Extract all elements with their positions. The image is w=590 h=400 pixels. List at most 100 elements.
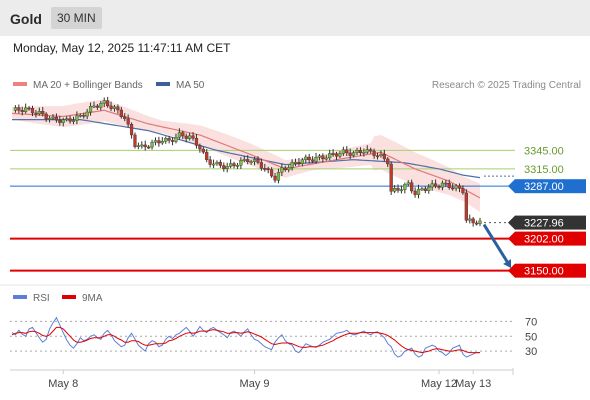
candle-body	[437, 186, 441, 188]
candle-body	[71, 120, 76, 122]
candle-body	[44, 113, 48, 120]
candle-body	[164, 138, 168, 142]
candle-body	[386, 158, 390, 165]
bollinger-band	[12, 99, 480, 212]
candle-body	[239, 160, 243, 166]
candle-body	[297, 162, 301, 164]
candle-body	[304, 156, 308, 160]
candle-body	[379, 153, 383, 156]
candle-body	[321, 155, 325, 160]
candle-body	[256, 159, 260, 163]
candle-body	[276, 172, 281, 181]
candle-body	[430, 183, 434, 188]
candle-body	[17, 107, 21, 111]
candle-body	[235, 165, 240, 167]
candle-body	[410, 182, 414, 192]
candle-body	[249, 161, 253, 164]
candle-body	[427, 186, 431, 191]
candle-body	[215, 161, 219, 165]
candle-body	[85, 111, 89, 117]
candle-body	[88, 106, 93, 113]
rsi-level-label: 50	[525, 331, 537, 343]
candle-body	[324, 157, 328, 160]
x-axis-tick-label: May 9	[240, 378, 270, 390]
candle-body	[331, 153, 335, 155]
candle-body	[471, 218, 475, 224]
candle-body	[92, 105, 96, 108]
candle-body	[242, 159, 246, 161]
candle-body	[150, 142, 154, 148]
candle-body	[345, 149, 349, 154]
credit-text: Research © 2025 Trading Central	[431, 80, 581, 91]
rsi-ma-label: 9MA	[82, 293, 103, 304]
candle-body	[461, 188, 465, 194]
candle-body	[252, 159, 257, 162]
candle-body	[307, 156, 311, 161]
rsi-ma-swatch	[62, 295, 76, 300]
candle-body	[82, 114, 86, 117]
candle-body	[355, 150, 359, 153]
candle-body	[68, 118, 72, 122]
price-level-tag	[515, 231, 586, 246]
candle-body	[433, 183, 438, 187]
candle-body	[78, 114, 82, 117]
candle-body	[416, 188, 421, 195]
candle-body	[389, 163, 393, 192]
candle-body	[116, 106, 120, 111]
candle-body	[75, 115, 79, 121]
candle-body	[188, 135, 192, 139]
candle-body	[317, 155, 322, 158]
interval-button[interactable]: 30 MIN	[51, 7, 102, 29]
candle-body	[478, 220, 482, 224]
candle-body	[451, 187, 455, 190]
candle-body	[468, 218, 472, 221]
rsi-swatch	[13, 295, 27, 300]
candle-body	[287, 167, 291, 171]
candle-body	[47, 118, 52, 120]
candle-body	[444, 182, 448, 185]
price-level-label: 3345.00	[524, 145, 564, 157]
candle-body	[328, 153, 332, 159]
candle-body	[413, 190, 417, 195]
forecast-arrow	[482, 223, 511, 266]
candle-body	[314, 157, 318, 162]
candle-body	[198, 145, 202, 150]
candle-body	[136, 145, 140, 148]
price-level-tag-arrow	[508, 179, 515, 194]
candle-body	[201, 148, 205, 153]
candle-body	[13, 107, 18, 111]
candle-body	[109, 105, 113, 109]
candle-body	[229, 163, 233, 167]
candle-body	[126, 118, 130, 125]
candle-body	[30, 108, 35, 114]
candle-body	[396, 187, 400, 191]
candle-body	[119, 109, 123, 117]
candle-body	[157, 140, 161, 144]
ma-bollinger-swatch	[13, 82, 27, 87]
candle-body	[341, 149, 345, 154]
candle-body	[218, 161, 222, 166]
candle-body	[273, 175, 277, 181]
candle-body	[246, 159, 250, 163]
candle-body	[102, 100, 106, 104]
candle-body	[54, 116, 59, 121]
x-axis-tick-label: May 12	[421, 378, 457, 390]
candle-body	[20, 110, 24, 112]
candle-body	[362, 152, 366, 154]
rsi-label: RSI	[33, 293, 50, 304]
candle-body	[95, 105, 100, 108]
candle-body	[123, 116, 127, 120]
price-level-tag-arrow	[508, 263, 515, 278]
x-axis-tick-label: May 8	[48, 378, 78, 390]
candle-body	[334, 153, 339, 157]
candle-body	[293, 162, 298, 164]
price-level-label: 3315.00	[524, 164, 564, 176]
rsi-level-label: 30	[525, 346, 537, 358]
candle-body	[263, 168, 267, 170]
price-level-tag-arrow	[508, 215, 515, 230]
legend-ma-bollinger: MA 20 + Bollinger Bands	[13, 80, 143, 91]
candle-body	[283, 167, 287, 171]
candle-body	[454, 185, 458, 189]
